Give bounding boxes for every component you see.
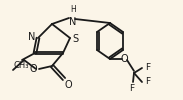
- Text: O: O: [120, 54, 128, 64]
- Text: F: F: [129, 84, 135, 93]
- Text: S: S: [72, 34, 78, 44]
- Text: H: H: [70, 5, 76, 14]
- Text: N: N: [28, 32, 35, 42]
- Text: N: N: [69, 17, 77, 27]
- Text: O: O: [29, 64, 37, 74]
- Text: F: F: [145, 64, 150, 72]
- Text: O: O: [65, 80, 73, 90]
- Text: CH₃: CH₃: [13, 61, 29, 70]
- Text: F: F: [145, 78, 150, 86]
